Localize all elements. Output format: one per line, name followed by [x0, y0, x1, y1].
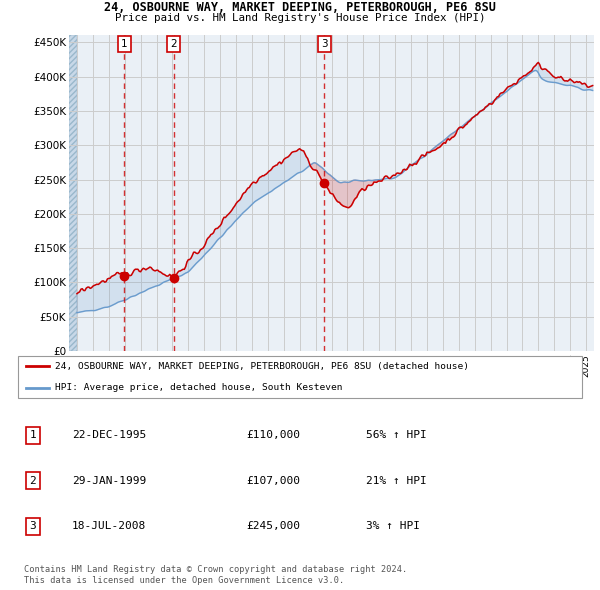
Text: 3: 3 [29, 522, 37, 531]
Text: 3% ↑ HPI: 3% ↑ HPI [366, 522, 420, 531]
Text: Contains HM Land Registry data © Crown copyright and database right 2024.: Contains HM Land Registry data © Crown c… [24, 565, 407, 574]
Text: This data is licensed under the Open Government Licence v3.0.: This data is licensed under the Open Gov… [24, 576, 344, 585]
FancyBboxPatch shape [18, 356, 582, 398]
Text: 24, OSBOURNE WAY, MARKET DEEPING, PETERBOROUGH, PE6 8SU: 24, OSBOURNE WAY, MARKET DEEPING, PETERB… [104, 1, 496, 14]
Text: Price paid vs. HM Land Registry's House Price Index (HPI): Price paid vs. HM Land Registry's House … [115, 13, 485, 23]
Text: 22-DEC-1995: 22-DEC-1995 [72, 431, 146, 440]
Text: £110,000: £110,000 [246, 431, 300, 440]
Text: 2: 2 [29, 476, 37, 486]
Text: 24, OSBOURNE WAY, MARKET DEEPING, PETERBOROUGH, PE6 8SU (detached house): 24, OSBOURNE WAY, MARKET DEEPING, PETERB… [55, 362, 469, 371]
Text: 18-JUL-2008: 18-JUL-2008 [72, 522, 146, 531]
Text: 2: 2 [170, 38, 177, 48]
Text: 3: 3 [321, 38, 328, 48]
Text: £107,000: £107,000 [246, 476, 300, 486]
Text: 1: 1 [29, 431, 37, 440]
Text: 21% ↑ HPI: 21% ↑ HPI [366, 476, 427, 486]
Text: 29-JAN-1999: 29-JAN-1999 [72, 476, 146, 486]
Text: 1: 1 [121, 38, 128, 48]
Text: £245,000: £245,000 [246, 522, 300, 531]
Text: 56% ↑ HPI: 56% ↑ HPI [366, 431, 427, 440]
Text: HPI: Average price, detached house, South Kesteven: HPI: Average price, detached house, Sout… [55, 383, 342, 392]
